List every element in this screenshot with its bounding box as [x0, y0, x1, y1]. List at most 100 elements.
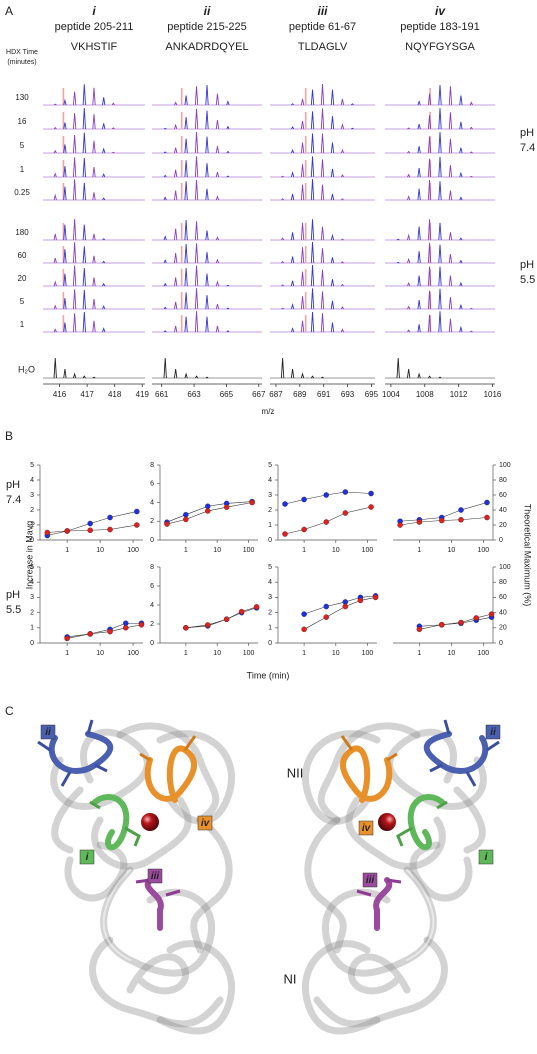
spectrum-peak	[102, 238, 106, 241]
y-tick-label: 8	[150, 564, 154, 571]
spectrum-peak	[53, 193, 57, 201]
panel-label: A	[5, 4, 13, 18]
spectrum-peak	[438, 311, 442, 333]
y-tick-label: 0	[499, 537, 503, 544]
x-tick-label: 1	[302, 650, 306, 657]
spectrum-peak	[290, 171, 295, 178]
spectrum-peak	[184, 160, 188, 178]
spectrum-peak	[102, 260, 106, 264]
x-tick-label: 10	[96, 547, 104, 554]
spectrum	[152, 310, 262, 333]
spectrum-peak	[63, 166, 67, 178]
spectrum-peak	[438, 222, 442, 241]
data-point	[87, 527, 93, 534]
y-tick-label: 3	[268, 594, 272, 601]
spectrum-peak	[417, 324, 421, 333]
spectrum	[270, 178, 375, 201]
data-point	[183, 516, 189, 523]
y-tick-label: 0	[268, 640, 272, 647]
spectrum-peak	[459, 259, 463, 264]
spectrum-peak	[194, 265, 199, 287]
spectrum-peak	[194, 375, 199, 379]
spectrum	[385, 219, 495, 241]
spectrum-peak	[300, 247, 305, 264]
spectrum-peak	[459, 196, 463, 201]
spectrum-peak	[82, 311, 86, 333]
panel-label: C	[5, 704, 14, 718]
spectrum-peak	[281, 260, 285, 264]
y-tick-label: 1	[268, 625, 272, 632]
peptide-numeral: iv	[435, 4, 446, 18]
data-point	[323, 519, 329, 525]
spectrum-peak	[459, 121, 463, 130]
spectrum	[43, 311, 145, 333]
x-tick-label: 10	[213, 650, 221, 657]
data-point	[323, 614, 329, 620]
x-tick-label: 1016	[484, 390, 502, 399]
y-tick-label: 60	[499, 594, 507, 601]
spectrum-peak	[205, 84, 209, 106]
y-tick-label: 2	[150, 621, 154, 628]
spectrum-peak	[63, 144, 67, 154]
spectrum-peak	[300, 372, 305, 379]
segment-label: i	[86, 852, 89, 863]
spectrum-peak	[194, 86, 199, 106]
y-tick-label: 0	[150, 640, 154, 647]
spectrum-peak	[310, 311, 315, 333]
y-tick-label: 2	[150, 518, 154, 525]
data-point	[357, 597, 364, 604]
spectrum	[43, 242, 145, 264]
data-point	[473, 615, 480, 621]
spectrum-peak	[330, 116, 335, 130]
spectrum-peak	[163, 330, 167, 333]
spectrum-peak	[427, 158, 432, 178]
data-point	[282, 531, 288, 537]
segment-label-box	[197, 815, 213, 831]
data-point	[223, 616, 230, 623]
y-tick-label: 5	[30, 564, 34, 571]
y-tick-label: 0	[30, 537, 34, 544]
spectrum-peak	[407, 150, 411, 154]
spectrum	[152, 179, 262, 201]
spectrum-peak	[92, 255, 96, 264]
spectrum-peak	[72, 242, 77, 264]
spectrum	[152, 132, 262, 154]
spectrum-peak	[205, 376, 209, 379]
spectrum-peak	[194, 310, 199, 333]
data-point	[134, 508, 140, 515]
spectrum-peak	[72, 265, 77, 287]
spectrum-peak	[330, 322, 335, 333]
series-line	[303, 597, 376, 630]
spectrum-peak	[469, 151, 473, 154]
data-point	[183, 511, 189, 518]
spectrum-peak	[205, 163, 209, 178]
x-tick-label: 1004	[382, 390, 400, 399]
spectrum-peak	[310, 156, 315, 178]
spectrum-peak	[407, 305, 411, 310]
spectrum	[385, 242, 495, 264]
spectrum-peak	[163, 306, 167, 310]
spectrum-peak	[417, 123, 421, 130]
spectrum-peak	[82, 157, 86, 178]
spectrum-peak	[53, 126, 57, 130]
spectrum-peak	[82, 375, 86, 379]
spectrum-peak	[53, 103, 57, 106]
spectrum-peak	[469, 126, 473, 130]
series-line	[67, 624, 142, 639]
spectrum-peak	[174, 228, 178, 241]
series-line	[419, 616, 492, 627]
x-tick-label: 100	[478, 547, 490, 554]
spectrum	[270, 241, 375, 264]
x-tick-label: 100	[127, 547, 139, 554]
spectrum	[270, 133, 375, 154]
spectrum-peak	[448, 190, 453, 201]
spectrum-peak	[407, 173, 411, 178]
y-tick-label: 20	[499, 625, 507, 632]
spectrum-peak	[226, 125, 230, 130]
spectrum-peak	[320, 291, 325, 310]
data-point	[368, 504, 374, 510]
x-tick-label: 691	[317, 390, 331, 399]
data-point	[301, 526, 307, 533]
